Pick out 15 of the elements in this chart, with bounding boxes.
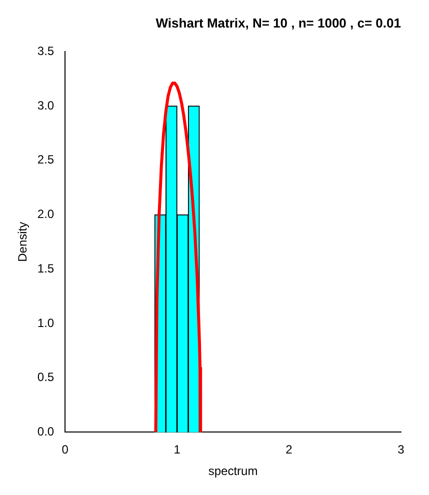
y-tick-label: 0.5 [37,370,54,384]
y-tick-label: 2.0 [37,207,54,222]
x-tick-label: 2 [286,442,293,457]
chart-title: Wishart Matrix, N= 10 , n= 1000 , c= 0.01 [156,15,401,30]
y-tick-label: 1.5 [37,261,54,276]
x-tick-label: 3 [398,442,405,457]
y-tick-label: 3.5 [37,44,54,58]
x-tick-label: 1 [174,442,181,457]
y-tick-label: 1.0 [37,316,54,330]
y-tick-label: 0.0 [37,424,54,439]
y-tick-label: 3.0 [37,98,54,112]
x-tick-label: 0 [62,442,69,457]
y-tick-label: 2.5 [37,152,54,167]
y-axis-title: Density [16,222,30,262]
x-axis-title: spectrum [208,464,258,478]
